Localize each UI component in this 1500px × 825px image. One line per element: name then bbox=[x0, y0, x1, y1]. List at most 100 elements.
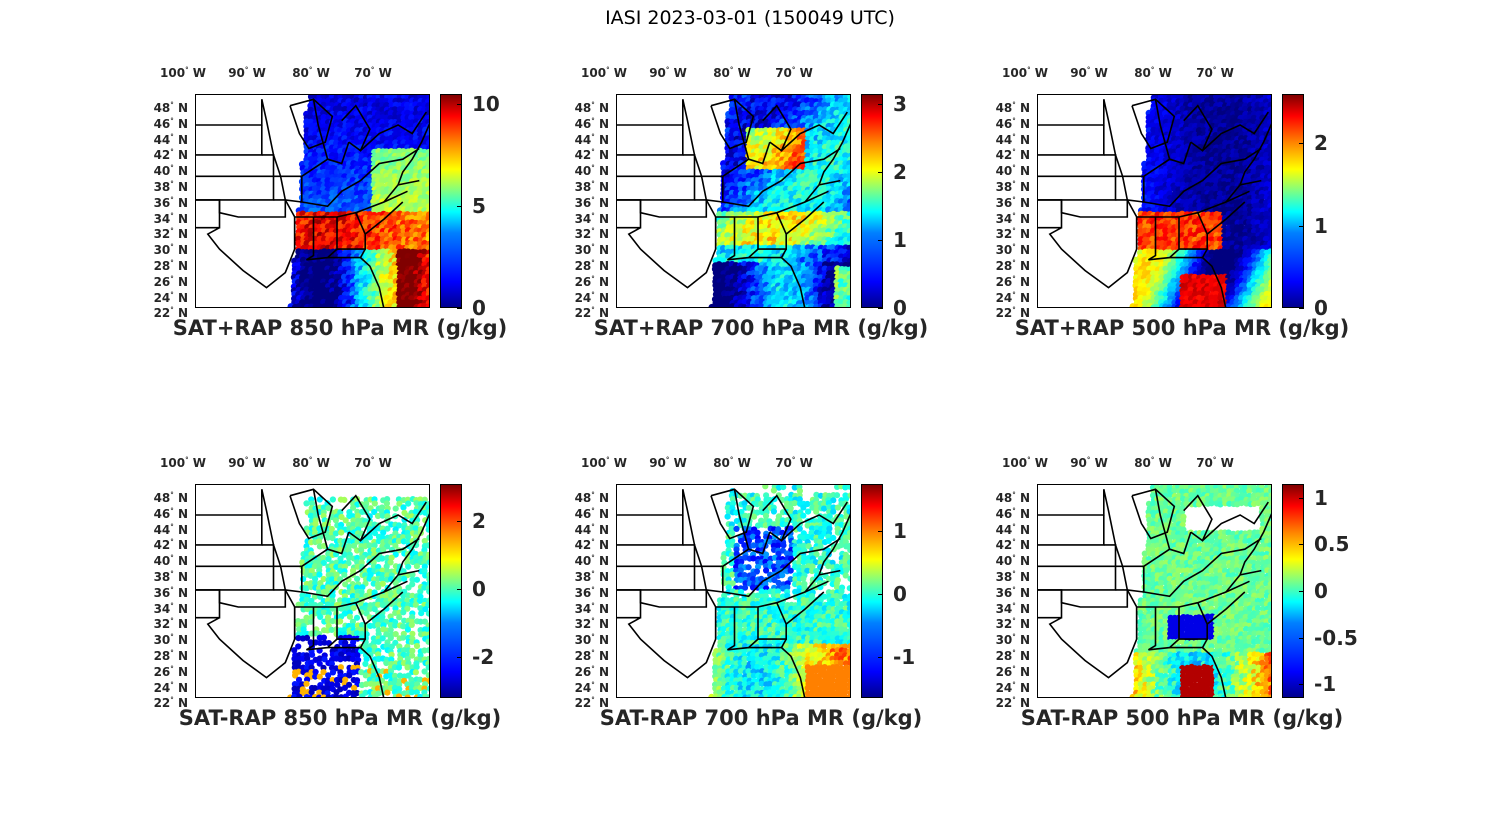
swath-pixel bbox=[1183, 169, 1190, 176]
swath-pixel bbox=[1191, 176, 1199, 184]
swath-pixel bbox=[341, 106, 349, 113]
lon-tick-label: 100° W bbox=[160, 456, 206, 470]
panel-title: SAT+RAP 850 hPa MR (g/kg) bbox=[172, 316, 508, 340]
state-border bbox=[327, 256, 385, 307]
swath-pixel bbox=[846, 235, 850, 243]
colorbar-tick-label: 10 bbox=[472, 92, 500, 117]
lat-tick-label: 42° N bbox=[153, 148, 188, 163]
state-border bbox=[301, 147, 420, 208]
lat-tick-label: 42° N bbox=[574, 148, 609, 163]
state-border bbox=[1038, 176, 1117, 201]
lat-tick-label: 38° N bbox=[995, 180, 1030, 194]
lat-tick-label: 44° N bbox=[995, 132, 1030, 147]
state-border bbox=[1183, 104, 1213, 152]
swath-pixel bbox=[1242, 105, 1249, 113]
colorbar-tick bbox=[878, 240, 883, 242]
colorbar-tick-label: 1 bbox=[1314, 213, 1328, 238]
state-border bbox=[1225, 123, 1271, 203]
lat-tick-label: 46° N bbox=[153, 116, 188, 131]
state-border bbox=[218, 199, 287, 218]
swath-pixel bbox=[425, 214, 429, 222]
state-border bbox=[337, 212, 366, 250]
swath-pixel bbox=[804, 109, 811, 117]
state-border bbox=[196, 199, 221, 229]
swath-pixel bbox=[366, 252, 374, 260]
lat-tick-label: 48° N bbox=[153, 491, 188, 505]
lat-tick-label: 28° N bbox=[995, 259, 1030, 273]
state-border bbox=[1038, 154, 1117, 178]
lat-tick-label: 26° N bbox=[153, 664, 188, 679]
lat-tick-label: 40° N bbox=[153, 554, 188, 569]
lat-tick-label: 30° N bbox=[153, 243, 188, 258]
colorbar-tick-label: 5 bbox=[472, 194, 486, 219]
satellite-swath bbox=[287, 95, 429, 307]
colorbar-tick-label: 2 bbox=[1314, 131, 1328, 156]
swath-pixel bbox=[757, 303, 765, 307]
state-border bbox=[706, 199, 723, 203]
lat-tick-label: 28° N bbox=[153, 259, 188, 273]
lon-tick-label: 80° W bbox=[292, 456, 330, 470]
lat-tick-label: 22° N bbox=[153, 696, 188, 711]
lat-tick-label: 38° N bbox=[153, 180, 188, 194]
swath-pixel bbox=[1200, 277, 1207, 285]
swath-pixel bbox=[337, 147, 344, 155]
swath-pixel bbox=[420, 248, 428, 256]
lat-tick-label: 48° N bbox=[995, 101, 1030, 115]
colorbar-tick-label: 0 bbox=[472, 296, 486, 320]
colorbar-tick bbox=[1299, 143, 1304, 145]
state-border bbox=[1239, 179, 1262, 186]
lat-tick-label: 34° N bbox=[574, 211, 609, 226]
map-panel: 100° W 90° W 80° W 70° W 48° N 46° N 44° N 42° … bbox=[140, 456, 540, 776]
swath-pixel bbox=[1178, 248, 1186, 256]
map-svg bbox=[1038, 95, 1271, 307]
state-border bbox=[306, 217, 338, 261]
colorbar-tick bbox=[457, 206, 462, 208]
colorbar-tick bbox=[878, 308, 883, 309]
state-boundaries bbox=[617, 98, 850, 307]
state-border bbox=[196, 99, 263, 126]
lon-tick-label: 100° W bbox=[581, 66, 627, 80]
colorbar bbox=[861, 94, 883, 308]
swath-pixel bbox=[846, 135, 850, 143]
swath-pixel bbox=[1187, 198, 1195, 205]
satellite-swath bbox=[1129, 95, 1271, 307]
map-plot bbox=[195, 484, 430, 698]
state-border bbox=[1048, 217, 1138, 289]
swath-pixel bbox=[1149, 109, 1157, 117]
swath-pixel bbox=[387, 181, 394, 188]
colorbar bbox=[440, 94, 462, 308]
lat-tick-label: 24° N bbox=[574, 290, 609, 305]
state-border bbox=[397, 179, 420, 186]
colorbar-tick-label: 2 bbox=[893, 160, 907, 185]
swath-pixel bbox=[1258, 193, 1266, 201]
colorbar-tick-label: 3 bbox=[893, 92, 907, 117]
lat-tick-label: 28° N bbox=[574, 259, 609, 273]
swath-pixel bbox=[812, 148, 820, 155]
swath-pixel bbox=[316, 496, 323, 503]
lat-tick-label: 30° N bbox=[153, 633, 188, 648]
swath-pixel bbox=[1149, 235, 1157, 243]
state-border bbox=[359, 111, 427, 152]
lat-tick-label: 48° N bbox=[153, 101, 188, 115]
lat-tick-label: 24° N bbox=[153, 680, 188, 695]
colorbar-tick bbox=[457, 308, 462, 309]
lon-tick-label: 90° W bbox=[228, 66, 266, 80]
lat-tick-label: 38° N bbox=[153, 570, 188, 584]
lat-tick-label: 42° N bbox=[153, 538, 188, 553]
swath-pixel bbox=[791, 248, 799, 256]
swath-pixel bbox=[1246, 281, 1254, 289]
state-boundaries bbox=[196, 98, 429, 307]
state-border bbox=[715, 190, 829, 218]
colorbar-tick-label: 0 bbox=[893, 296, 907, 320]
state-border bbox=[1148, 217, 1180, 261]
swath-pixel bbox=[345, 231, 352, 239]
colorbar-tick bbox=[878, 104, 883, 106]
swath-pixel bbox=[833, 172, 841, 180]
swath-pixel bbox=[425, 244, 429, 252]
lat-tick-label: 22° N bbox=[995, 306, 1030, 321]
lon-tick-label: 80° W bbox=[713, 66, 751, 80]
state-border bbox=[196, 154, 275, 178]
state-border bbox=[364, 201, 404, 235]
lat-tick-label: 24° N bbox=[995, 290, 1030, 305]
swath-pixel bbox=[1132, 256, 1140, 264]
